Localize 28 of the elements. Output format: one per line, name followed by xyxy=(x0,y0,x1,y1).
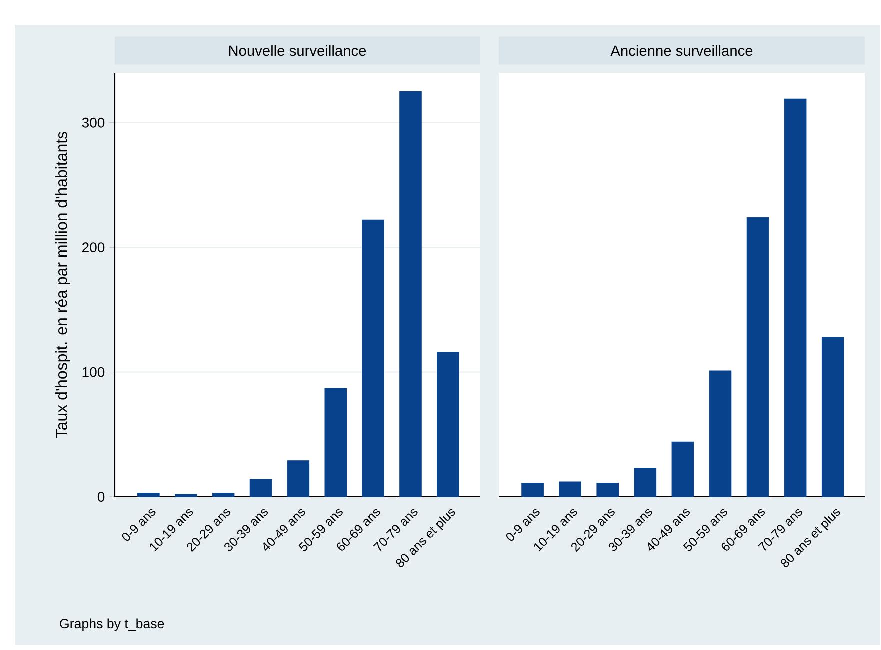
bar xyxy=(324,388,347,498)
y-tick-label: 100 xyxy=(82,367,105,378)
bar xyxy=(138,492,160,498)
chart-title: Nouvelle surveillance xyxy=(229,45,366,56)
bar xyxy=(746,217,770,498)
bar xyxy=(672,442,694,498)
bar xyxy=(362,220,384,498)
y-tick-label: 200 xyxy=(82,242,105,253)
y-tick-label: 300 xyxy=(82,118,105,128)
bar xyxy=(212,492,235,498)
x-tick-label: 0-9 ans xyxy=(122,509,156,542)
bar xyxy=(822,337,844,498)
bar xyxy=(559,482,582,498)
bar xyxy=(437,352,460,498)
bar xyxy=(596,483,620,498)
bar xyxy=(175,494,198,498)
bar xyxy=(287,460,310,498)
chart-title: Ancienne surveillance xyxy=(610,45,753,56)
bar xyxy=(784,98,807,498)
y-tick-label: 0 xyxy=(98,492,105,502)
bar xyxy=(634,468,657,498)
text: Graphs by t_base xyxy=(60,618,164,632)
bar xyxy=(250,479,272,498)
bar xyxy=(400,91,422,498)
bar xyxy=(709,370,732,498)
y-axis-title: Taux d'hospit. en réa par million d'habitants xyxy=(55,132,70,438)
bar xyxy=(522,483,544,498)
x-tick-label: 0-9 ans xyxy=(506,509,540,542)
